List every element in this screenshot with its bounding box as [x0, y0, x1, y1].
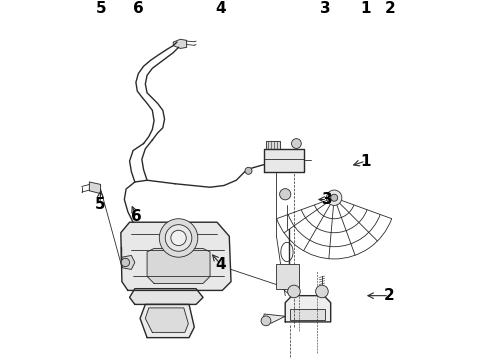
Polygon shape	[263, 314, 285, 323]
Text: 6: 6	[133, 1, 144, 17]
Polygon shape	[285, 296, 331, 322]
Text: 1: 1	[361, 153, 371, 168]
Polygon shape	[173, 39, 187, 48]
Circle shape	[292, 139, 301, 148]
Circle shape	[331, 194, 338, 201]
Circle shape	[261, 316, 271, 326]
Circle shape	[121, 258, 129, 267]
Polygon shape	[140, 305, 195, 338]
Text: 2: 2	[385, 1, 395, 17]
Polygon shape	[121, 222, 231, 291]
Polygon shape	[129, 289, 203, 305]
Polygon shape	[266, 141, 280, 149]
Text: 3: 3	[320, 1, 331, 17]
Text: 1: 1	[361, 1, 371, 17]
Polygon shape	[264, 149, 304, 171]
Text: 2: 2	[384, 288, 394, 303]
Circle shape	[171, 230, 186, 246]
Circle shape	[316, 285, 328, 298]
Circle shape	[280, 189, 291, 200]
Text: 5: 5	[97, 1, 107, 17]
Polygon shape	[89, 182, 100, 194]
Polygon shape	[147, 248, 210, 283]
Circle shape	[159, 219, 198, 257]
Text: 4: 4	[215, 257, 226, 272]
Circle shape	[288, 285, 300, 298]
Text: 3: 3	[322, 192, 333, 207]
Circle shape	[326, 190, 342, 206]
Circle shape	[245, 167, 252, 174]
Polygon shape	[122, 256, 135, 269]
Text: 5: 5	[95, 197, 105, 212]
Bar	[276, 264, 299, 289]
Text: 6: 6	[131, 210, 142, 225]
Circle shape	[165, 225, 192, 251]
Bar	[291, 309, 325, 320]
Text: 4: 4	[215, 1, 226, 17]
Polygon shape	[146, 308, 188, 332]
